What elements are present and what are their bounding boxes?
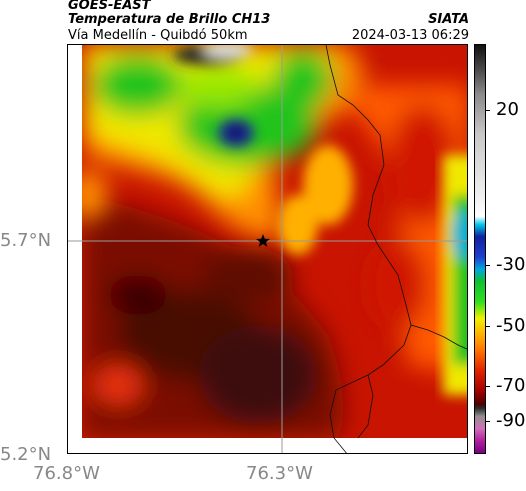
colorbar-label-minus70: -70 — [496, 375, 526, 396]
lon-label-76-8: 76.8°W — [33, 463, 100, 484]
colorbar-label-minus50: -50 — [496, 315, 526, 336]
star-icon — [256, 234, 270, 247]
lat-label-5-7: 5.7°N — [0, 230, 52, 251]
colorbar-label-minus30: -30 — [496, 254, 526, 275]
timestamp-label: 2024-03-13 06:29 — [351, 28, 469, 43]
area-subtitle: Vía Medellín - Quibdó 50km — [68, 28, 248, 43]
brightness-temperature-map — [68, 45, 467, 453]
lat-label-5-2: 5.2°N — [0, 444, 52, 465]
colorbar-label-20: 20 — [496, 99, 519, 120]
colorbar — [474, 44, 486, 454]
lon-label-76-3: 76.3°W — [246, 463, 313, 484]
satellite-title: GOES-EAST — [68, 0, 151, 13]
admin-border-line — [325, 45, 467, 350]
product-title: Temperatura de Brillo CH13 — [68, 12, 271, 27]
colorbar-label-minus90: -90 — [496, 410, 526, 431]
organization-label: SIATA — [428, 12, 469, 27]
map-panel[interactable] — [67, 44, 468, 454]
